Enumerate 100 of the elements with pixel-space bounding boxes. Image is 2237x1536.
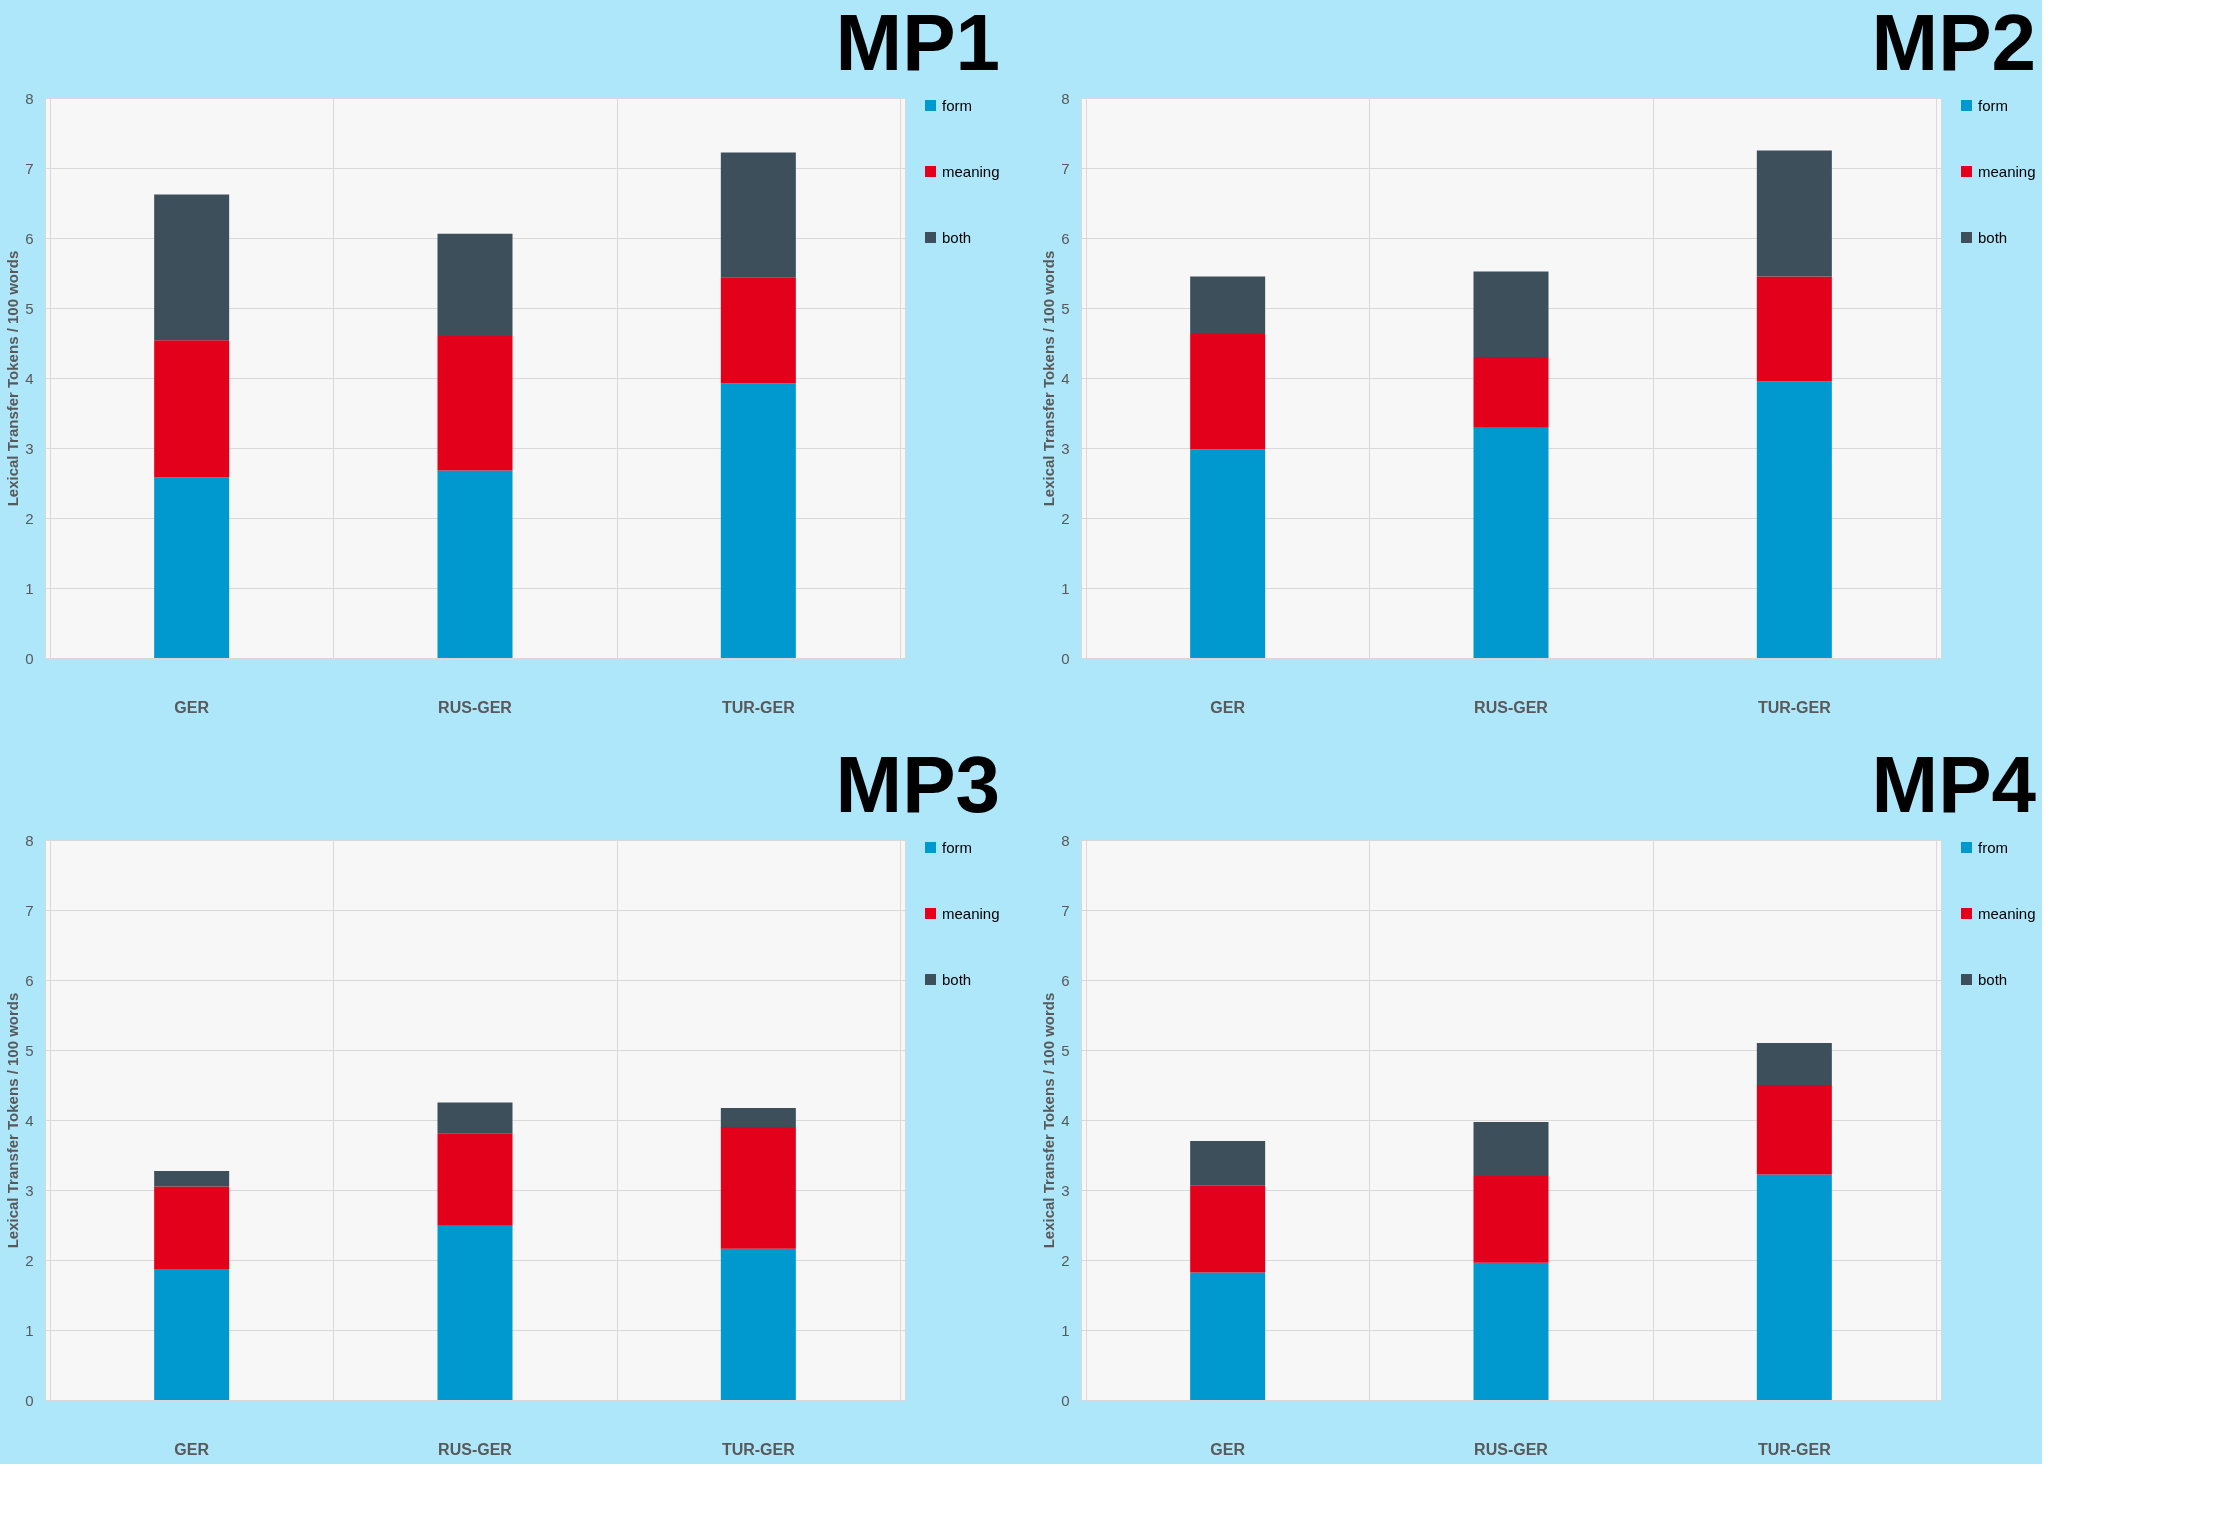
y-tick-label: 0 (1061, 649, 1070, 667)
y-tick-label: 1 (1061, 579, 1070, 597)
y-tick-label: 4 (1061, 1111, 1070, 1129)
y-axis-title: Lexical Transfer Tokens / 100 words (4, 250, 22, 507)
bar (154, 1269, 230, 1400)
y-tick-label: 6 (1061, 229, 1070, 247)
y-tick-label: 7 (1061, 159, 1070, 177)
x-tick-label: RUS-GER (1474, 1441, 1549, 1458)
bar (437, 1133, 513, 1226)
chart-title: MP3 (835, 740, 1000, 829)
x-tick-label: RUS-GER (1474, 699, 1549, 716)
legend-label: both (942, 970, 972, 988)
x-tick-label: TUR-GER (721, 1441, 796, 1458)
bar (720, 277, 796, 384)
y-axis-title: Lexical Transfer Tokens / 100 words (1040, 250, 1058, 507)
bar (1190, 1272, 1266, 1400)
bar (1756, 276, 1832, 382)
legend-label: both (1978, 970, 2008, 988)
y-tick-label: 6 (25, 229, 34, 247)
bar (720, 1108, 796, 1127)
y-tick-label: 3 (1061, 439, 1070, 457)
bar (154, 194, 230, 341)
bar (437, 1225, 513, 1400)
y-tick-label: 2 (25, 509, 34, 527)
bar (720, 1127, 796, 1249)
legend-label: form (942, 96, 972, 114)
y-tick-label: 4 (1061, 369, 1070, 387)
bar (437, 233, 513, 336)
y-tick-label: 5 (25, 1041, 34, 1059)
bar (154, 477, 230, 658)
bar (154, 1186, 230, 1270)
bar (1190, 333, 1266, 450)
y-axis-title: Lexical Transfer Tokens / 100 words (1040, 992, 1058, 1249)
x-tick-label: RUS-GER (438, 699, 513, 716)
legend-label: form (942, 838, 972, 856)
y-tick-label: 3 (25, 1181, 34, 1199)
chart-title: MP2 (1871, 0, 2036, 87)
bar (1756, 381, 1832, 658)
legend-label: meaning (942, 904, 1000, 922)
bar (1473, 1176, 1549, 1263)
y-tick-label: 1 (1061, 1321, 1070, 1339)
legend-label: meaning (942, 162, 1000, 180)
legend-label: meaning (1978, 904, 2036, 922)
bar (1190, 449, 1266, 658)
x-tick-label: TUR-GER (721, 699, 796, 716)
bar (1190, 276, 1266, 334)
legend-label: both (1978, 228, 2008, 246)
y-tick-label: 7 (25, 901, 34, 919)
y-tick-label: 8 (1061, 89, 1070, 107)
y-tick-label: 5 (1061, 1041, 1070, 1059)
bar (1473, 271, 1549, 357)
bar (720, 1248, 796, 1400)
y-tick-label: 4 (25, 1111, 34, 1129)
y-tick-label: 3 (1061, 1181, 1070, 1199)
y-tick-label: 7 (25, 159, 34, 177)
bar (1756, 150, 1832, 277)
y-tick-label: 8 (25, 89, 34, 107)
bar (437, 470, 513, 658)
y-tick-label: 6 (25, 971, 34, 989)
bar (1473, 357, 1549, 428)
x-tick-label: GER (1210, 699, 1246, 716)
y-tick-label: 8 (25, 831, 34, 849)
bar (1756, 1174, 1832, 1400)
bar (1756, 1043, 1832, 1085)
chart-title: MP4 (1871, 740, 2037, 829)
y-tick-label: 0 (25, 649, 34, 667)
bar (1756, 1085, 1832, 1175)
y-tick-label: 2 (1061, 509, 1070, 527)
bar (1473, 1122, 1549, 1176)
y-tick-label: 5 (1061, 299, 1070, 317)
x-tick-label: TUR-GER (1757, 1441, 1832, 1458)
legend-label: meaning (1978, 162, 2036, 180)
y-tick-label: 1 (25, 1321, 34, 1339)
y-tick-label: 4 (25, 369, 34, 387)
bar (720, 383, 796, 658)
legend-label: from (1978, 838, 2008, 856)
bar (154, 340, 230, 478)
bar (1190, 1141, 1266, 1186)
bar (720, 152, 796, 278)
legend-label: form (1978, 96, 2008, 114)
y-tick-label: 2 (1061, 1251, 1070, 1269)
x-tick-label: GER (1210, 1441, 1246, 1458)
y-tick-label: 6 (1061, 971, 1070, 989)
y-tick-label: 0 (25, 1391, 34, 1409)
chart-title: MP1 (835, 0, 1000, 87)
y-tick-label: 8 (1061, 831, 1070, 849)
y-axis-title: Lexical Transfer Tokens / 100 words (4, 992, 22, 1249)
y-tick-label: 3 (25, 439, 34, 457)
y-tick-label: 7 (1061, 901, 1070, 919)
bar (1190, 1185, 1266, 1273)
x-tick-label: TUR-GER (1757, 699, 1832, 716)
bar (154, 1171, 230, 1187)
legend-label: both (942, 228, 972, 246)
bar (437, 1102, 513, 1134)
bar (1473, 1262, 1549, 1400)
bar (437, 336, 513, 471)
y-tick-label: 5 (25, 299, 34, 317)
y-tick-label: 0 (1061, 1391, 1070, 1409)
y-tick-label: 1 (25, 579, 34, 597)
x-tick-label: GER (174, 1441, 210, 1458)
